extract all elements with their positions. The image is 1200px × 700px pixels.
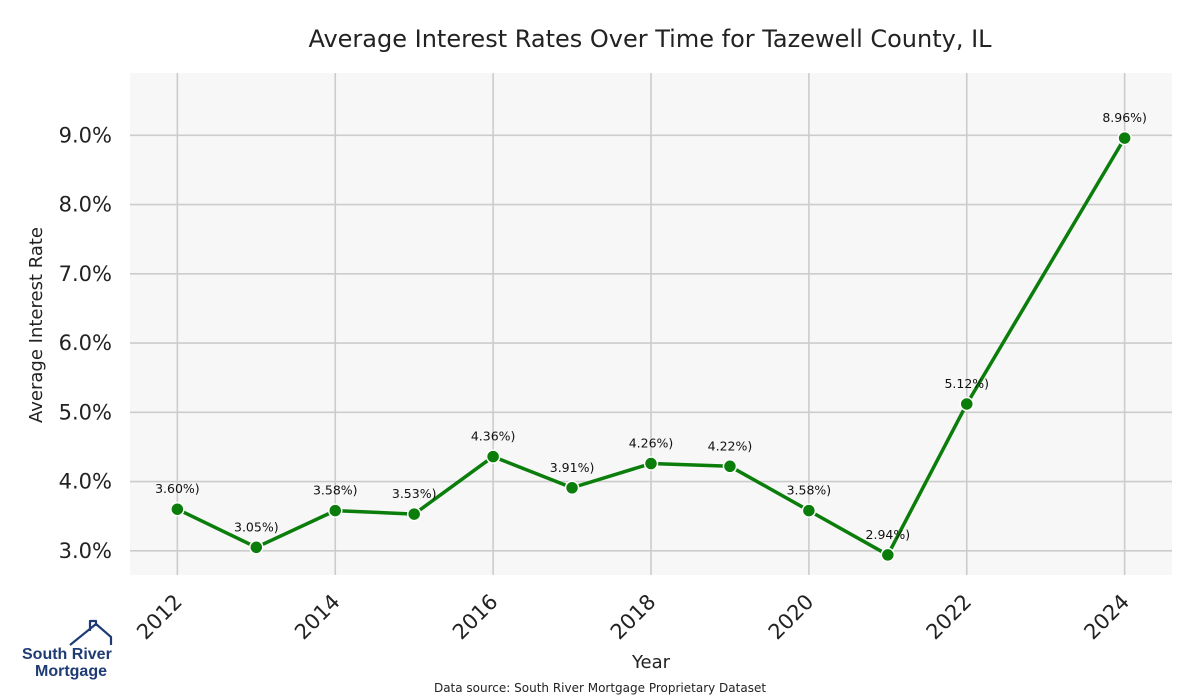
grid — [130, 73, 1172, 575]
data-point — [801, 503, 817, 518]
data-label: 4.22%) — [708, 438, 753, 453]
y-tick-label: 5.0% — [59, 400, 112, 424]
y-tick-label: 9.0% — [59, 123, 112, 147]
data-point — [564, 480, 580, 496]
brand-logo: South River Mortgage — [22, 619, 113, 680]
y-tick-label: 6.0% — [59, 331, 112, 355]
point-labels: 3.60%) 3.05%) 3.58%) 3.53%) 4.36%) 3.91%) 4.26… — [155, 110, 1147, 542]
data-label: 3.05%) — [234, 519, 279, 534]
logo-text-line2: Mortgage — [35, 663, 107, 680]
y-axis-label: Average Interest Rate — [26, 227, 47, 423]
data-point — [959, 396, 975, 412]
x-axis-ticks: 2012 2014 2016 2018 2020 2022 2024 — [132, 590, 1134, 645]
x-tick-label: 2020 — [764, 590, 819, 645]
x-tick-label: 2024 — [1079, 590, 1134, 645]
data-label: 3.58%) — [787, 483, 832, 498]
x-tick-label: 2022 — [922, 590, 977, 645]
house-icon — [69, 619, 113, 646]
data-label: 4.26%) — [629, 436, 674, 451]
data-source-note: Data source: South River Mortgage Propri… — [434, 681, 766, 695]
data-point — [406, 506, 422, 522]
data-point — [643, 456, 659, 471]
x-axis-label: Year — [631, 652, 671, 673]
data-label: 3.53%) — [392, 486, 437, 501]
data-point — [327, 503, 343, 518]
data-point — [170, 501, 185, 517]
series-line — [176, 137, 1127, 557]
data-label: 3.58%) — [313, 483, 358, 498]
data-point — [1117, 130, 1132, 146]
y-tick-label: 4.0% — [59, 470, 112, 494]
y-tick-label: 3.0% — [59, 539, 112, 563]
data-label: 3.60%) — [155, 481, 200, 496]
x-tick-label: 2016 — [448, 590, 503, 645]
data-label: 4.36%) — [471, 429, 516, 444]
data-label: 3.91%) — [550, 460, 595, 475]
data-label: 8.96%) — [1102, 110, 1147, 125]
data-point — [880, 547, 896, 563]
x-tick-label: 2012 — [132, 590, 187, 645]
data-point — [722, 459, 738, 474]
data-point — [485, 449, 501, 464]
chart-title: Average Interest Rates Over Time for Taz… — [308, 25, 992, 53]
y-axis-ticks: 3.0% 4.0% 5.0% 6.0% 7.0% 8.0% 9.0% — [59, 123, 112, 562]
data-label: 2.94%) — [866, 527, 911, 542]
data-label: 5.12%) — [944, 376, 989, 391]
x-tick-label: 2018 — [606, 590, 661, 645]
y-tick-label: 8.0% — [59, 193, 112, 217]
series — [170, 130, 1132, 563]
data-point — [249, 540, 264, 555]
x-tick-label: 2014 — [290, 590, 345, 645]
logo-text-line1: South River — [22, 646, 112, 663]
y-tick-label: 7.0% — [59, 262, 112, 286]
